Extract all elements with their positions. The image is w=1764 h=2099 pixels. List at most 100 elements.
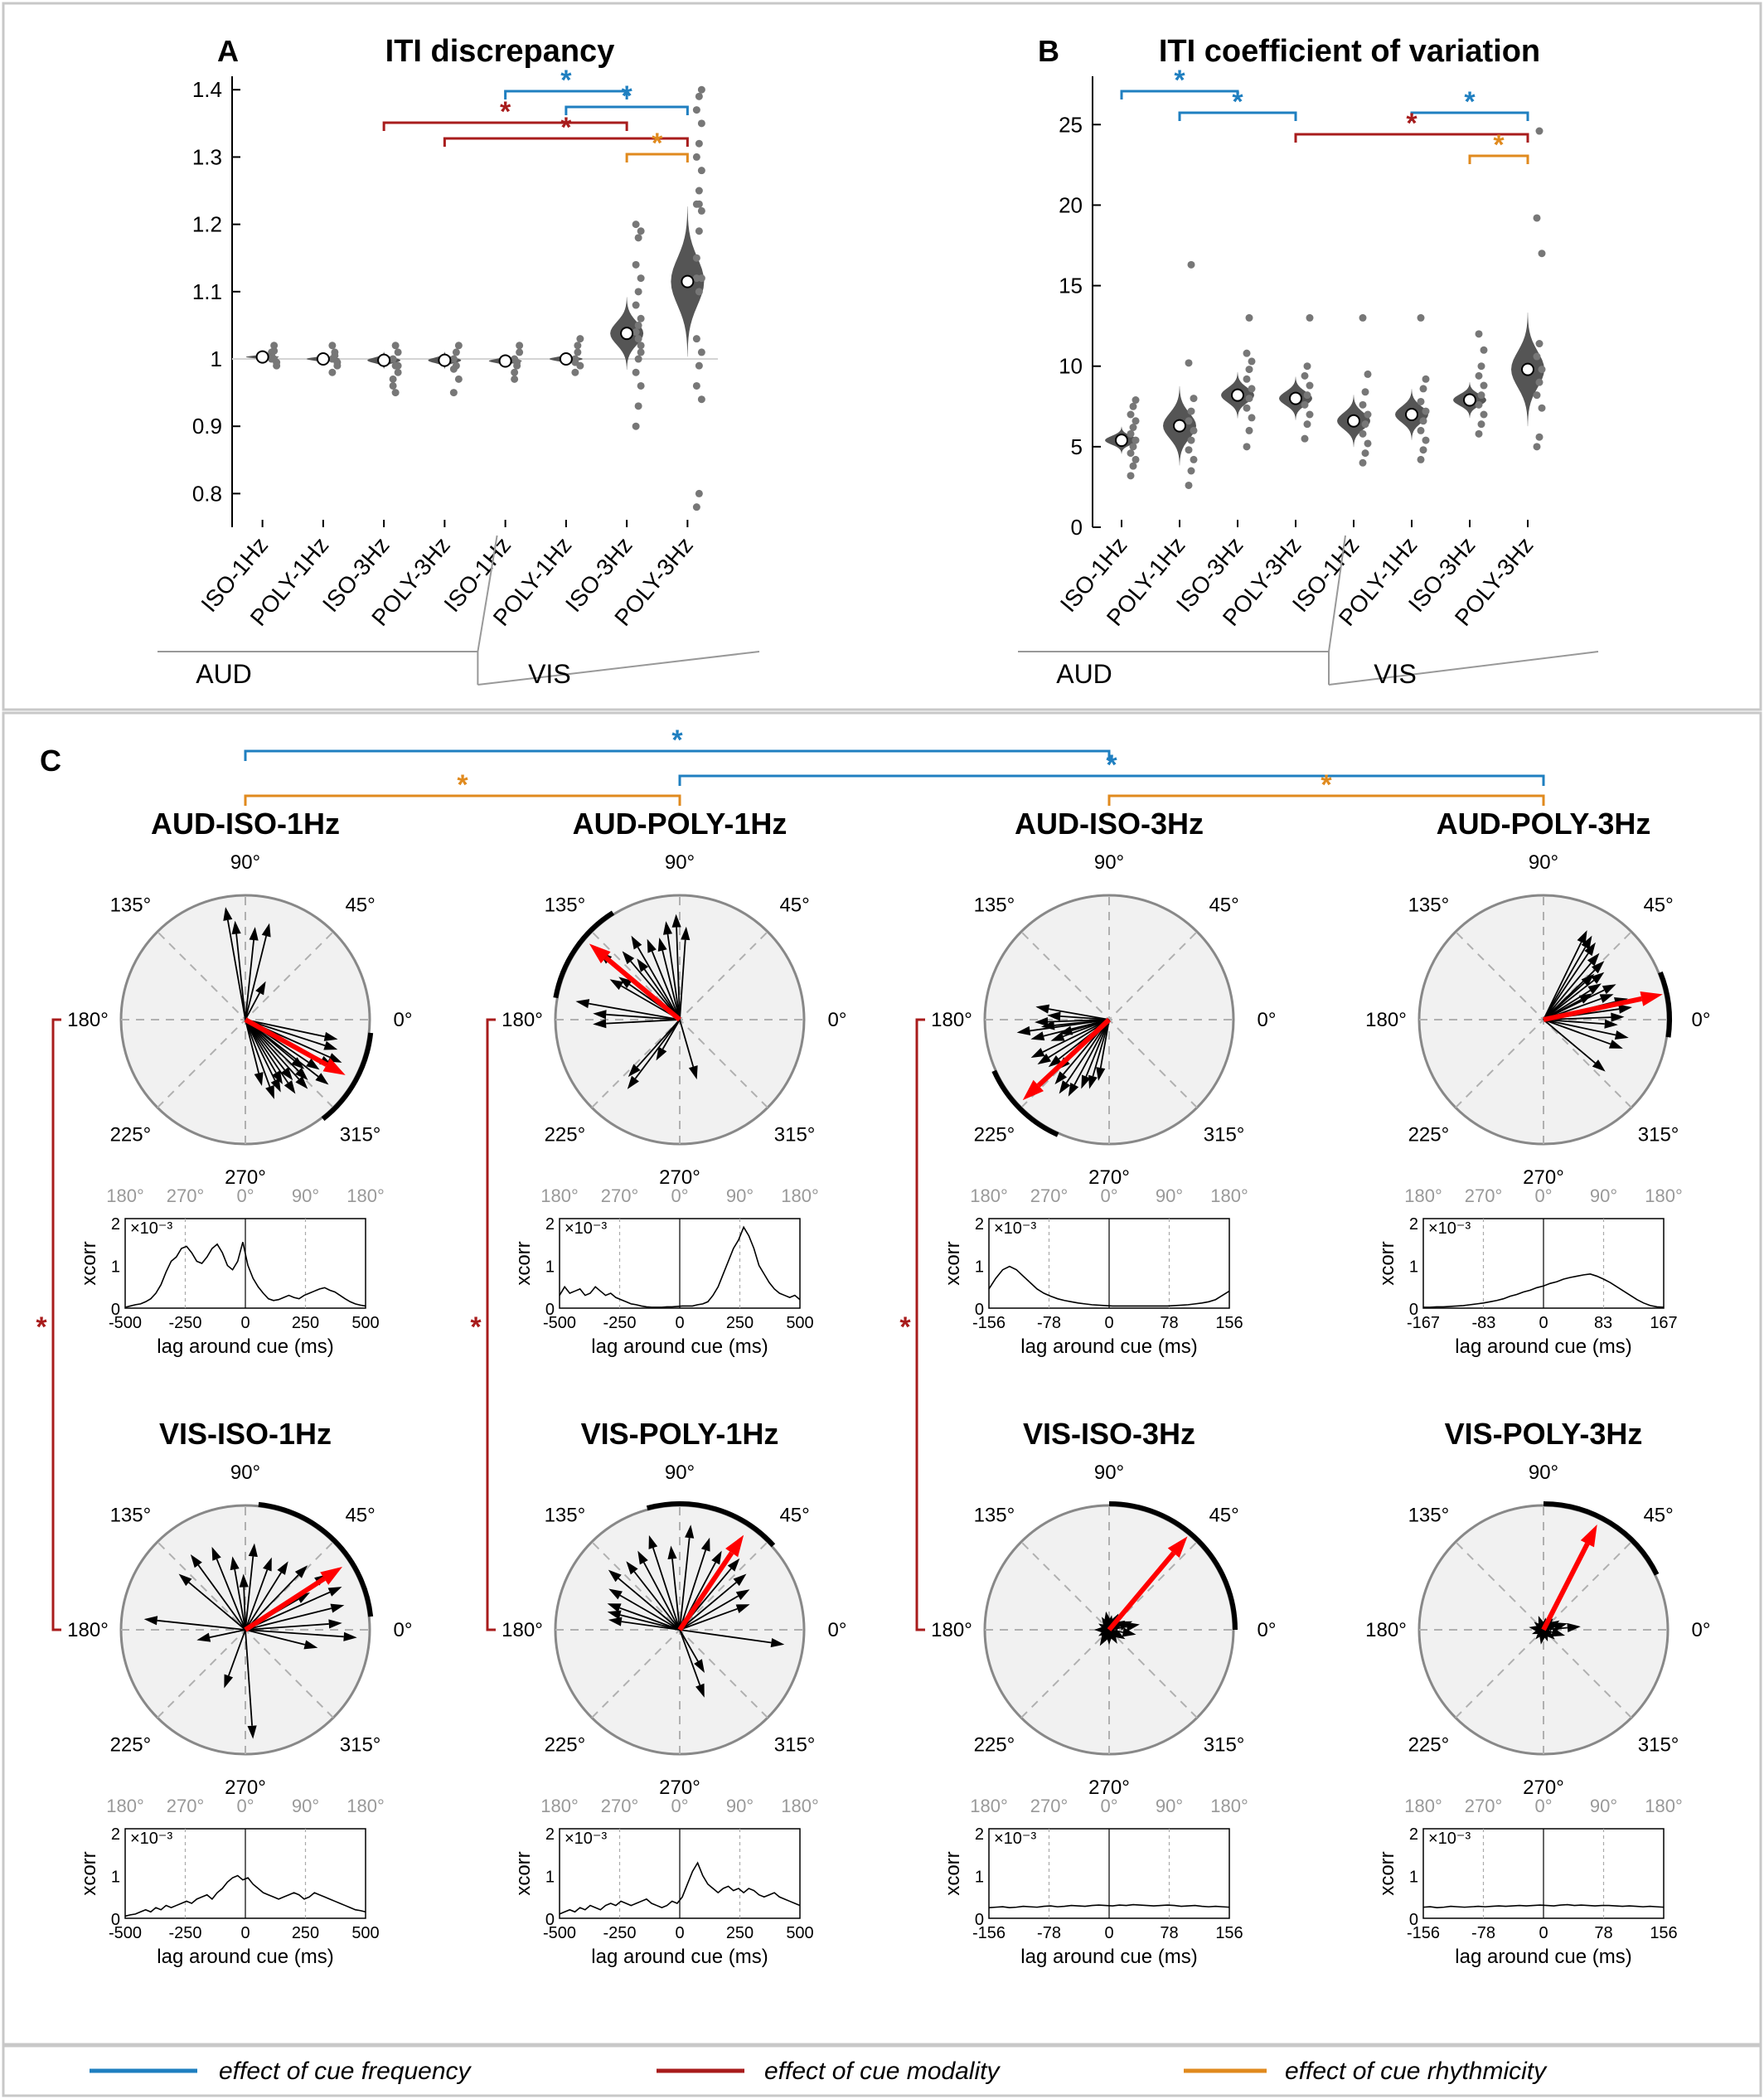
polar-angle-label: 90°	[665, 1462, 695, 1484]
data-point	[454, 375, 463, 383]
phase-vector-head	[196, 1632, 211, 1642]
data-point	[1127, 449, 1135, 458]
xcorr-phase-label: 90°	[1156, 1185, 1183, 1206]
data-point	[1475, 429, 1483, 438]
y-tick-label: 1.1	[192, 279, 222, 304]
phase-vector	[1071, 1019, 1110, 1031]
phase-vector-head	[1602, 984, 1616, 995]
phase-vector	[679, 1607, 738, 1631]
data-point	[574, 348, 582, 356]
condition-title: VIS-POLY-1Hz	[581, 1417, 779, 1451]
median-marker	[620, 327, 634, 341]
phase-vector-head	[656, 1046, 667, 1061]
phase-vector-head	[628, 1064, 641, 1078]
polar-angle-label: 270°	[659, 1166, 700, 1189]
group-line-vis	[477, 651, 760, 686]
y-tick-label: 10	[1059, 354, 1083, 379]
data-point	[1361, 449, 1369, 458]
phase-vector-head	[223, 907, 233, 921]
polar-angle-label: 135°	[974, 894, 1015, 916]
phase-vector	[245, 992, 260, 1020]
xcorr-y-tick-label: 2	[545, 1825, 555, 1844]
group-divider-slant	[477, 535, 498, 652]
phase-vector-head	[343, 1631, 357, 1641]
data-point	[634, 335, 642, 343]
data-point	[333, 358, 342, 366]
phase-vector	[679, 1629, 772, 1644]
polar-angle-label: 270°	[659, 1777, 700, 1799]
phase-vector	[245, 935, 268, 1020]
phase-vector-head	[1059, 1080, 1071, 1094]
polar-angle-label: 90°	[1094, 851, 1124, 874]
xcorr-exponent: ×10⁻³	[130, 1219, 172, 1238]
data-point	[391, 389, 400, 397]
data-point	[1533, 391, 1541, 400]
phase-vector-head	[1587, 983, 1602, 995]
xcorr-x-tick-label: -156	[972, 1314, 1006, 1332]
phase-vector	[235, 933, 246, 1020]
xcorr-y-tick-label: 2	[975, 1215, 984, 1234]
phase-vector	[245, 1019, 299, 1072]
data-point	[695, 139, 703, 148]
data-point	[1245, 313, 1253, 322]
phase-vector	[245, 1572, 282, 1631]
xcorr-phase-label: 180°	[1210, 1796, 1248, 1816]
polar-angle-label: 270°	[1088, 1166, 1130, 1189]
y-tick-label: 0.8	[192, 481, 222, 506]
data-point	[1190, 455, 1198, 463]
condition-title: AUD-POLY-1Hz	[573, 807, 788, 841]
phase-vector-head	[1553, 1622, 1568, 1631]
phase-vector-head	[270, 1078, 281, 1093]
phase-vector-head	[1081, 1074, 1091, 1089]
phase-vector	[589, 1002, 681, 1020]
data-point	[632, 422, 640, 430]
xcorr-x-tick-label: -500	[543, 1924, 576, 1942]
xcorr-x-tick-label: 0	[1104, 1924, 1113, 1942]
polar-angle-label: 0°	[1258, 1009, 1277, 1031]
data-point	[1185, 446, 1193, 454]
data-point	[511, 375, 519, 383]
phase-vector-head	[303, 1640, 318, 1650]
y-tick-label: 0.9	[192, 414, 222, 439]
xcorr-x-tick-label: 500	[351, 1314, 379, 1332]
phase-vector-head	[1581, 973, 1595, 986]
phase-vector-head	[1088, 1074, 1098, 1089]
phase-vector-head	[681, 926, 691, 941]
phase-vector-head	[647, 938, 657, 953]
phase-vector-head	[1608, 1040, 1623, 1049]
phase-vector	[676, 927, 681, 1020]
mean-vector	[1543, 996, 1642, 1022]
polar-angle-label: 90°	[1094, 1462, 1124, 1484]
mean-vector-head	[1640, 991, 1663, 1006]
data-point	[449, 355, 458, 363]
data-point	[1535, 378, 1544, 386]
xcorr-y-tick-label: 0	[975, 1911, 984, 1929]
phase-vector-head	[1096, 1067, 1106, 1081]
polar-angle-label: 90°	[665, 851, 695, 874]
polar-angle-label: 315°	[1638, 1734, 1679, 1757]
phase-vector	[245, 1019, 300, 1080]
polar-angle-label: 315°	[1638, 1124, 1679, 1146]
phase-vector-head	[1047, 1011, 1061, 1021]
data-point	[634, 234, 642, 242]
phase-vector-head	[330, 1603, 345, 1613]
panel-c-frame	[2, 711, 1762, 2046]
xcorr-phase-label: 90°	[1156, 1796, 1183, 1816]
xcorr-x-tick-label: -250	[603, 1314, 636, 1332]
data-point	[1187, 436, 1195, 444]
phase-vector-head	[1611, 1012, 1625, 1022]
polar-angle-label: 180°	[1365, 1009, 1407, 1031]
phase-vector	[634, 1019, 681, 1079]
mean-vector-head	[1580, 1525, 1597, 1548]
xcorr-phase-label: 180°	[970, 1185, 1008, 1206]
data-point	[1359, 458, 1367, 467]
phase-vector	[679, 1582, 737, 1631]
median-marker	[681, 274, 695, 288]
xcorr-x-tick-label: 0	[240, 1314, 250, 1332]
phase-vector	[1543, 1019, 1597, 1064]
significance-star: *	[470, 1311, 482, 1343]
polar-angle-label: 225°	[110, 1124, 152, 1146]
polar-angle-label: 0°	[1258, 1619, 1277, 1641]
data-point	[1245, 366, 1253, 374]
phase-vector-head	[1578, 993, 1593, 1004]
